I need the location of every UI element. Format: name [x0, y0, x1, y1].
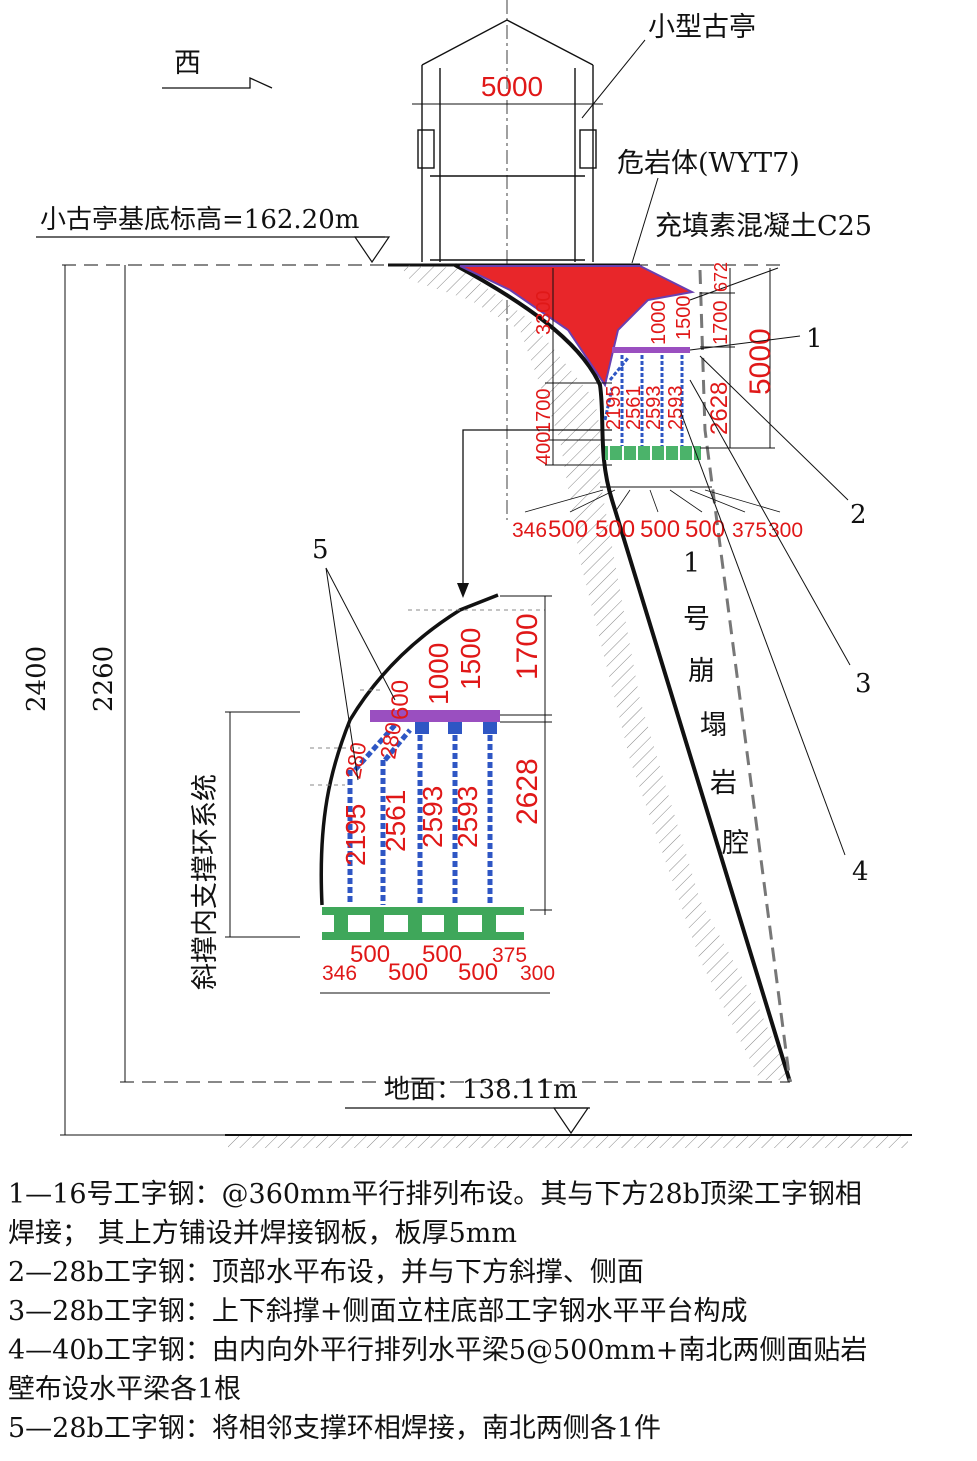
right-vertical-dims	[700, 268, 775, 449]
dim-d-600: 600	[387, 680, 414, 720]
dim-3300: 3300	[533, 291, 555, 336]
dim-b-500a: 500	[548, 516, 588, 543]
svg-text:斜撑内支撑环系统: 斜撑内支撑环系统	[190, 774, 221, 990]
small-bottom-dims: 346 500 500 500 500 375 300	[512, 486, 803, 543]
section-diagram: 5000 小型古亭 西 小古亭基底标高=162.20m 危岩体(WYT7) 充填…	[22, 0, 912, 1148]
dim-b-500c: 500	[640, 516, 680, 543]
callout-4: 4	[852, 857, 869, 887]
dim-5000: 5000	[744, 328, 777, 395]
label-system: 斜撑内支撑环系统	[190, 711, 300, 990]
dim-d-2561: 2561	[380, 790, 411, 852]
note-line: 2—28b工字钢：顶部水平布设，并与下方斜撑、侧面	[8, 1257, 644, 1288]
label-cavity: 1 号 崩 塌 岩 腔	[683, 548, 749, 859]
dim-d-1700: 1700	[511, 613, 544, 680]
note-line: 焊接； 其上方铺设并焊接钢板，板厚5mm	[8, 1218, 517, 1249]
dim-2628-right: 2628	[706, 382, 733, 435]
dim-s-2593b: 2593	[665, 386, 687, 431]
callout-5: 5	[312, 535, 329, 565]
dim-2260: 2260	[89, 646, 119, 712]
dim-672: 672	[711, 262, 731, 292]
callout-3: 3	[855, 669, 872, 699]
dim-du-500a: 500	[350, 941, 390, 968]
dim-dl-500b: 500	[458, 959, 498, 986]
detail-bottom-dims: 500 500 375 346 500 500 300	[322, 941, 555, 986]
leader-pavilion	[581, 39, 646, 119]
support-frame-small	[603, 347, 701, 460]
dim-d-2628: 2628	[511, 758, 544, 825]
dim-du-375: 375	[492, 944, 527, 967]
detail-frame	[310, 593, 545, 940]
notes-block: 1—16号工字钢：@360mm平行排列布设。其与下方28b顶梁工字钢相 焊接； …	[8, 1175, 973, 1448]
svg-text:号: 号	[683, 604, 710, 635]
dim-dl-500a: 500	[388, 959, 428, 986]
dim-1700-left: 1700	[533, 389, 555, 434]
ground-elevation: 地面：138.11m	[225, 1075, 912, 1148]
label-pavilion: 小型古亭	[648, 12, 756, 43]
left-vertical-dims	[545, 268, 612, 466]
dim-b-375: 375	[732, 519, 767, 542]
svg-text:1: 1	[683, 548, 700, 579]
callout-1: 1	[806, 324, 823, 354]
dim-d-2593b: 2593	[452, 786, 483, 848]
dim-dl-300: 300	[520, 962, 555, 985]
dim-s-1000: 1000	[648, 301, 670, 346]
dim-2400: 2400	[22, 646, 52, 712]
svg-text:腔: 腔	[722, 828, 749, 859]
callout-leaders	[679, 335, 851, 856]
dim-1700-right: 1700	[710, 301, 732, 346]
dim-b-500b: 500	[595, 516, 635, 543]
dim-400: 400	[533, 432, 555, 465]
dim-d-2195: 2195	[340, 804, 371, 866]
svg-text:塌: 塌	[700, 710, 727, 741]
dim-b-500d: 500	[685, 516, 725, 543]
concrete-fill	[459, 265, 696, 388]
overall-height-dims	[60, 265, 790, 1136]
dim-s-1500: 1500	[673, 296, 695, 341]
west-arrow: 西	[162, 48, 273, 89]
detail-dims: 600 1000 1500 1700 280 280 2195 2561 259…	[340, 613, 544, 866]
label-rock-mass: 危岩体(WYT7)	[617, 148, 800, 179]
dim-d-280a: 280	[340, 740, 371, 781]
svg-text:崩: 崩	[688, 656, 715, 687]
detail-dim-lines	[320, 595, 552, 994]
detail-arrow	[462, 429, 612, 590]
label-west: 西	[174, 48, 201, 79]
label-ground-elev: 地面：138.11m	[384, 1075, 578, 1105]
dim-s-2593a: 2593	[643, 386, 665, 431]
dim-s-2561: 2561	[623, 386, 645, 431]
pavilion	[412, 0, 603, 520]
dim-b-346: 346	[512, 519, 547, 542]
label-base-elev: 小古亭基底标高=162.20m	[40, 205, 359, 235]
dim-du-500b: 500	[422, 941, 462, 968]
dim-d-1500: 1500	[455, 628, 486, 690]
dim-d-1000: 1000	[423, 643, 454, 705]
dim-d-2593a: 2593	[417, 786, 448, 848]
svg-text:岩: 岩	[710, 768, 737, 799]
note-line: 壁布设水平梁各1根	[8, 1374, 242, 1405]
dim-b-300: 300	[768, 519, 803, 542]
callout-2: 2	[850, 500, 867, 530]
note-line: 3—28b工字钢：上下斜撑+侧面立柱底部工字钢水平平台构成	[8, 1296, 748, 1327]
note-line: 1—16号工字钢：@360mm平行排列布设。其与下方28b顶梁工字钢相	[8, 1179, 862, 1210]
dim-d-280b: 280	[375, 720, 406, 761]
dim-s-2195: 2195	[603, 386, 625, 431]
dim-dl-346: 346	[322, 962, 357, 985]
label-concrete: 充填素混凝土C25	[655, 211, 872, 242]
small-frame-dims: 2195 2561 2593 2593 1000 1500	[603, 296, 695, 431]
dim-pavilion-width: 5000	[481, 71, 543, 102]
note-line: 4—40b工字钢：由内向外平行排列水平梁5@500mm+南北两侧面贴岩	[8, 1335, 868, 1366]
note-line: 5—28b工字钢：将相邻支撑环相焊接，南北两侧各1件	[8, 1413, 661, 1444]
